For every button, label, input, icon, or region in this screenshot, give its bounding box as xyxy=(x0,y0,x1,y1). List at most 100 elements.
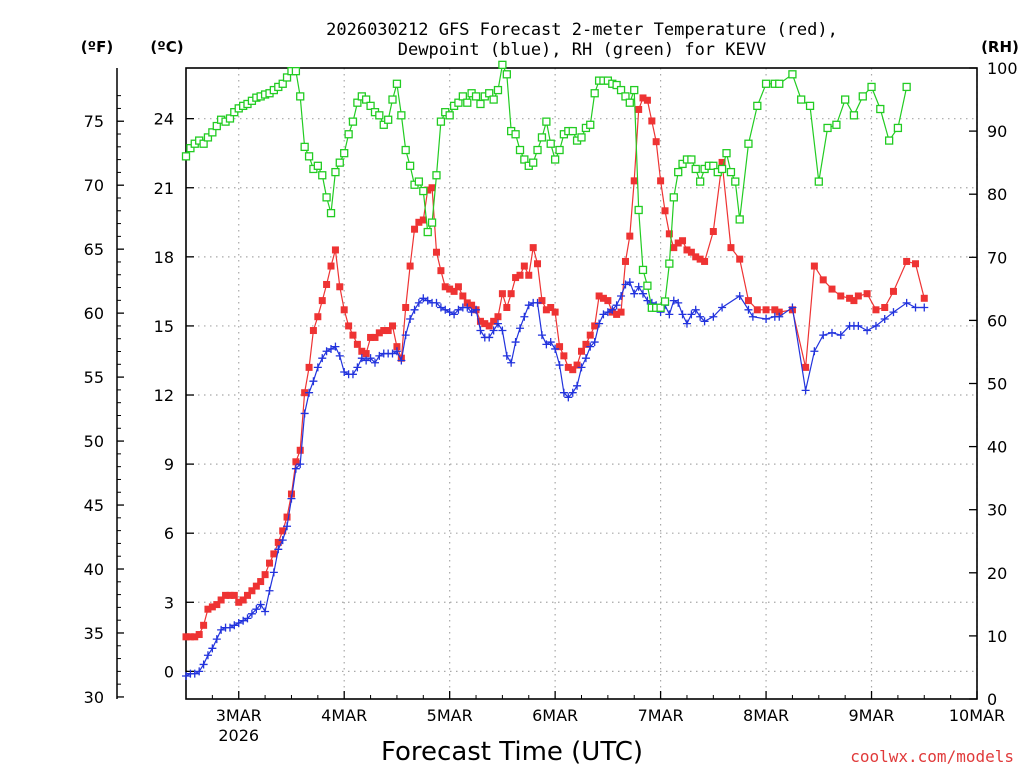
temperature-point xyxy=(450,287,458,295)
temperature-point xyxy=(463,299,471,307)
dewpoint-point xyxy=(340,367,349,376)
temperature-point xyxy=(432,248,440,256)
rh-point xyxy=(515,145,525,155)
dewpoint-point xyxy=(313,363,322,372)
temperature-point xyxy=(437,267,445,275)
temperature-point xyxy=(261,571,269,579)
dewpoint-point xyxy=(863,326,872,335)
credit-link[interactable]: coolwx.com/models xyxy=(850,747,1014,766)
x-tick-label: 4MAR xyxy=(321,706,367,725)
temperature-point xyxy=(753,306,761,314)
temperature-point xyxy=(679,237,687,245)
f-tick-label: 35 xyxy=(84,624,104,643)
x-axis-title: Forecast Time (UTC) xyxy=(381,737,643,767)
dewpoint-point xyxy=(590,338,599,347)
temperature-point xyxy=(415,218,423,226)
temperature-point xyxy=(279,527,287,535)
dewpoint-point xyxy=(709,312,718,321)
dewpoint-point xyxy=(269,568,278,577)
x-tick-label: 10MAR xyxy=(949,706,1005,725)
dewpoint-point xyxy=(199,660,208,669)
temperature-point xyxy=(802,363,810,371)
dewpoint-point xyxy=(880,315,889,324)
dewpoint-line xyxy=(185,281,925,677)
dewpoint-point xyxy=(247,609,256,618)
rh-tick-label: 100 xyxy=(987,59,1018,78)
rh-point xyxy=(344,130,353,139)
dewpoint-point xyxy=(775,312,784,321)
temperature-point xyxy=(819,276,827,284)
dewpoint-point xyxy=(507,358,516,367)
dewpoint-point xyxy=(810,347,819,356)
x-tick-label: 6MAR xyxy=(532,706,578,725)
rh-point xyxy=(735,215,744,224)
rh-point xyxy=(612,80,621,90)
c-tick-label: 12 xyxy=(154,386,174,405)
dewpoint-point xyxy=(335,351,344,360)
f-tick-label: 70 xyxy=(84,176,104,195)
rh-point xyxy=(405,161,415,170)
temperature-point xyxy=(837,292,845,300)
temperature-point xyxy=(200,621,208,629)
dewpoint-point xyxy=(625,278,634,287)
temperature-point xyxy=(301,389,309,397)
temperature-point xyxy=(652,138,660,146)
temperature-point xyxy=(222,591,230,599)
dewpoint-point xyxy=(762,315,771,324)
temperature-point xyxy=(468,301,476,309)
dewpoint-point xyxy=(239,616,248,625)
temperature-point xyxy=(375,329,383,337)
x-tick-sublabel: 2026 xyxy=(218,726,259,745)
temperature-point xyxy=(230,591,238,599)
plot-frame xyxy=(185,67,978,700)
f-tick-label: 30 xyxy=(84,688,104,707)
rh-point xyxy=(322,193,331,202)
dewpoint-point xyxy=(564,393,573,402)
temperature-point xyxy=(696,255,704,263)
temperature-point xyxy=(617,308,625,316)
temperature-point xyxy=(872,306,880,314)
dewpoint-point xyxy=(669,296,678,305)
temperature-point xyxy=(331,246,339,254)
rh-point xyxy=(665,259,674,268)
f-tick-label: 75 xyxy=(84,112,104,131)
dewpoint-point xyxy=(296,460,305,469)
dewpoint-point xyxy=(638,289,647,298)
dewpoint-point xyxy=(485,333,494,342)
temperature-point xyxy=(446,285,454,293)
dewpoint-point xyxy=(252,605,261,614)
dewpoint-point xyxy=(801,386,810,395)
c-tick-label: 9 xyxy=(164,455,174,474)
rh-point xyxy=(696,177,705,186)
dewpoint-point xyxy=(419,294,428,303)
dewpoint-point xyxy=(568,388,577,397)
temperature-point xyxy=(912,260,920,268)
rh-point xyxy=(542,117,551,126)
rh-point xyxy=(550,155,560,164)
temperature-point xyxy=(323,280,331,288)
temperature-point xyxy=(191,633,199,641)
rh-point xyxy=(849,111,859,120)
rh-point xyxy=(691,164,700,174)
dewpoint-point xyxy=(498,326,507,335)
dewpoint-point xyxy=(748,312,757,321)
dewpoint-point xyxy=(678,310,687,319)
rh-point xyxy=(313,161,322,170)
temperature-point xyxy=(358,347,366,355)
temperature-point xyxy=(283,513,291,521)
dewpoint-point xyxy=(696,312,705,321)
rh-point xyxy=(797,95,806,104)
dewpoint-point xyxy=(322,347,331,356)
dewpoint-point xyxy=(542,340,551,349)
temperature-point xyxy=(556,343,564,351)
dewpoint-point xyxy=(516,324,525,333)
temperature-point xyxy=(661,207,669,215)
dewpoint-point xyxy=(463,303,472,312)
rh-point xyxy=(520,155,529,164)
rh-point xyxy=(392,79,402,88)
rh-point xyxy=(621,92,630,101)
series-rh xyxy=(181,60,911,312)
rh-point xyxy=(471,92,481,101)
rh-point xyxy=(884,136,894,145)
